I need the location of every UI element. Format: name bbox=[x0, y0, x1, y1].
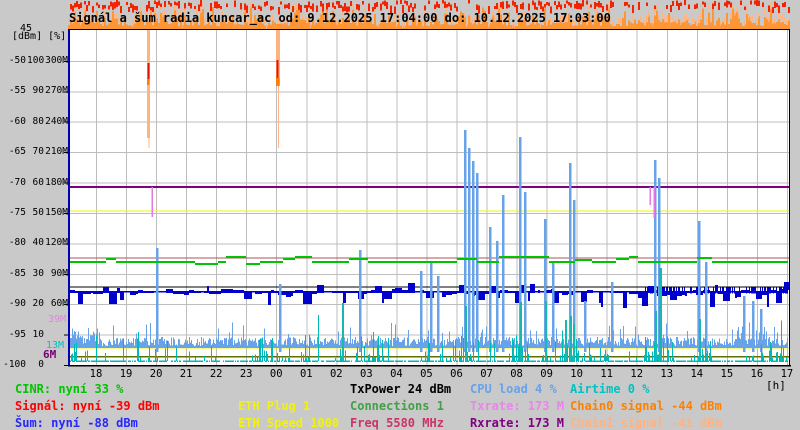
x-tick-label: 14 bbox=[690, 368, 704, 380]
y-tick-label: -100 0 bbox=[0, 359, 68, 370]
y-tick-value: -95 bbox=[8, 328, 26, 340]
y-tick-value: 90 bbox=[32, 85, 44, 97]
y-tick-label: -95 10 bbox=[0, 329, 68, 340]
legend-item-connections: Connections 1 bbox=[350, 399, 444, 413]
x-tick-label: 15 bbox=[720, 368, 734, 380]
legend-item-sum: Šum: nyní -88 dBm bbox=[15, 416, 138, 430]
legend-item-signal: Signál: nyní -39 dBm bbox=[15, 399, 160, 413]
y-tick-label: -70 60180M bbox=[0, 177, 68, 188]
y-tick-value: 270M bbox=[45, 85, 68, 97]
x-tick-label: 22 bbox=[209, 368, 223, 380]
y-axis-top-label: 45 bbox=[20, 23, 33, 34]
y-tick-value: -75 bbox=[8, 206, 26, 218]
y-tick-value: -90 bbox=[8, 298, 26, 310]
y-tick-value: 100 bbox=[27, 54, 45, 66]
x-tick-label: 09 bbox=[540, 368, 553, 380]
x-tick-label: 18 bbox=[89, 368, 103, 380]
y-tick-value: 80 bbox=[32, 115, 44, 127]
x-tick-label: 23 bbox=[239, 368, 253, 380]
y-tick-label: -60 80240M bbox=[0, 116, 68, 127]
x-tick-label: 01 bbox=[299, 368, 313, 380]
y-side-label-6m: 6M bbox=[43, 348, 57, 361]
x-tick-label: 10 bbox=[570, 368, 583, 380]
chart-title: Signál a šum radia kuncar_ac od: 9.12.20… bbox=[69, 11, 611, 25]
y-tick-value: 30 bbox=[32, 267, 44, 279]
legend-item-cpu-load: CPU load 4 % bbox=[470, 382, 557, 396]
y-tick-value: -70 bbox=[8, 176, 26, 188]
x-tick-label: 11 bbox=[600, 368, 613, 380]
legend-item-eth-speed: ETH Speed 1000 bbox=[238, 416, 340, 430]
x-tick-label: 02 bbox=[329, 368, 343, 380]
y-tick-value: -80 bbox=[8, 237, 26, 249]
y-tick-label: -55 90270M bbox=[0, 85, 68, 96]
y-tick-label: -85 30 90M bbox=[0, 268, 68, 279]
legend-item-airtime: Airtime 0 % bbox=[570, 382, 650, 396]
y-tick-value: 0 bbox=[38, 359, 44, 370]
legend-item-cinr: CINR: nyní 33 % bbox=[15, 382, 124, 396]
x-tick-label: 03 bbox=[360, 368, 373, 380]
x-tick-label: 05 bbox=[420, 368, 433, 380]
y-tick-value: 70 bbox=[32, 146, 44, 158]
x-tick-label: 16 bbox=[750, 368, 764, 380]
y-tick-value: 120M bbox=[45, 237, 68, 249]
y-tick-value: -55 bbox=[8, 85, 26, 97]
y-tick-value: 90M bbox=[50, 267, 68, 279]
x-tick-label: 06 bbox=[450, 368, 463, 380]
y-tick-value: 150M bbox=[45, 206, 68, 218]
y-tick-value: -60 bbox=[8, 115, 26, 127]
x-tick-label: 20 bbox=[149, 368, 163, 380]
y-tick-value: -100 bbox=[3, 359, 26, 370]
y-tick-label: -65 70210M bbox=[0, 146, 68, 157]
legend-item-rxrate: Rxrate: 173 M bbox=[470, 416, 564, 430]
y-tick-value: 180M bbox=[45, 176, 68, 188]
x-tick-label: 19 bbox=[119, 368, 133, 380]
y-tick-value: 240M bbox=[45, 115, 68, 127]
y-axis-units: [dBm] [%] bbox=[12, 31, 67, 42]
legend-item-eth-plug: ETH Plug 1 bbox=[238, 399, 311, 413]
x-tick-label: 17 bbox=[780, 368, 794, 380]
y-tick-value: 60M bbox=[50, 298, 68, 310]
y-tick-label: -90 20 60M bbox=[0, 298, 68, 309]
y-tick-value: 210M bbox=[45, 146, 68, 158]
x-tick-label: 04 bbox=[390, 368, 403, 380]
legend-item-txpower: TxPower 24 dBm bbox=[350, 382, 452, 396]
x-tick-label: 12 bbox=[630, 368, 644, 380]
y-tick-value: 50 bbox=[32, 206, 44, 218]
legend-item-freq: Freq 5580 MHz bbox=[350, 416, 444, 430]
y-tick-value: 20 bbox=[32, 298, 44, 310]
legend-item-chain1: Chain1 signal -41 dBm bbox=[570, 416, 722, 430]
x-tick-label: 00 bbox=[269, 368, 283, 380]
x-axis-unit: [h] bbox=[766, 379, 786, 392]
x-tick-label: 08 bbox=[510, 368, 523, 380]
x-tick-label: 13 bbox=[660, 368, 674, 380]
y-side-label-39m: 39M bbox=[48, 314, 67, 325]
y-tick-label: -80 40120M bbox=[0, 237, 68, 248]
y-side-label-13m: 13M bbox=[46, 340, 65, 351]
y-tick-value: -50 bbox=[8, 54, 26, 66]
y-tick-value: -65 bbox=[8, 146, 26, 158]
y-tick-value: 10 bbox=[32, 328, 44, 340]
y-tick-label: -50100300M bbox=[0, 55, 68, 66]
legend-item-txrate: Txrate: 173 M bbox=[470, 399, 564, 413]
y-tick-label: -75 50150M bbox=[0, 207, 68, 218]
legend-item-chain0: Chain0 signal -44 dBm bbox=[570, 399, 722, 413]
y-tick-value: 40 bbox=[32, 237, 44, 249]
x-tick-label: 21 bbox=[179, 368, 193, 380]
y-tick-value: 60 bbox=[32, 176, 44, 188]
x-tick-label: 07 bbox=[480, 368, 493, 380]
y-tick-value: 300M bbox=[45, 54, 68, 66]
y-tick-value: -85 bbox=[8, 267, 26, 279]
